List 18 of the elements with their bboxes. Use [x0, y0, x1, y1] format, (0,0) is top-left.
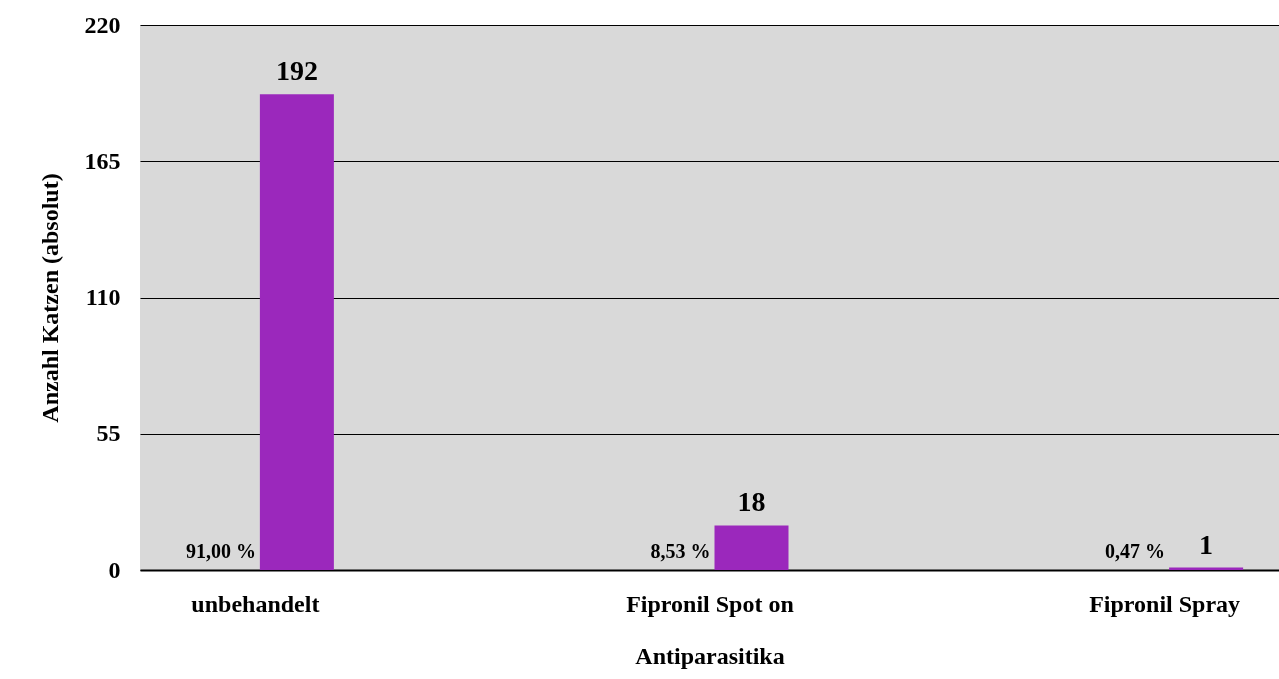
y-tick-label: 0	[108, 556, 121, 583]
annotation: 91,00 %	[185, 540, 256, 562]
y-tick-label: 110	[85, 284, 121, 310]
y-tick-label: 55	[96, 420, 121, 447]
annotation: 0,47 %	[1105, 540, 1166, 562]
x-tick-label: Fipronil Spray	[1089, 590, 1241, 617]
y-tick-label: 220	[84, 11, 121, 38]
bar	[259, 94, 334, 570]
x-axis-title: Antiparasitika	[635, 642, 785, 669]
data-label: 1	[1199, 528, 1214, 560]
data-label: 18	[737, 486, 766, 518]
y-axis-title: Anzahl Katzen (absolut)	[36, 173, 63, 423]
bar	[714, 525, 789, 570]
annotation: 8,53 %	[650, 540, 711, 562]
x-tick-label: Fipronil Spot on	[626, 590, 794, 617]
x-tick-label: unbehandelt	[191, 590, 320, 617]
y-tick-label: 165	[84, 147, 121, 174]
data-label: 192	[275, 55, 318, 87]
